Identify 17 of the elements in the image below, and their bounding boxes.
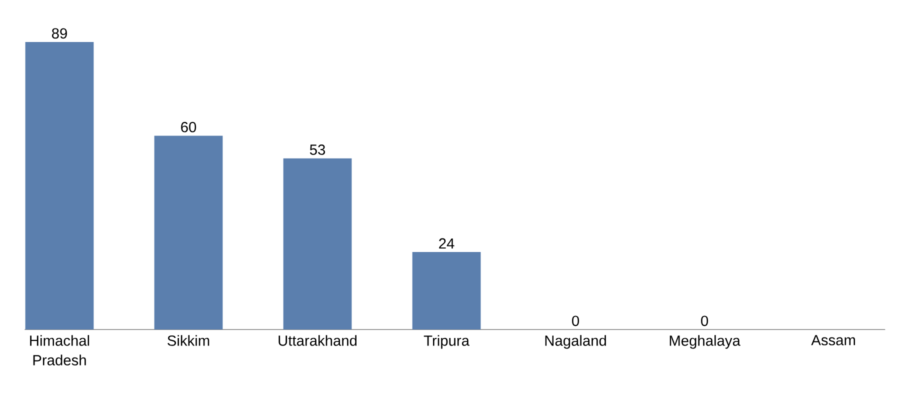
data-label: 89 <box>52 28 67 39</box>
data-label: 24 <box>439 238 454 249</box>
x-tick-label: Sikkim <box>168 335 210 346</box>
x-tick-label: Nagaland <box>545 335 606 349</box>
x-tick-label: Assam <box>811 335 855 346</box>
bar <box>412 252 481 330</box>
x-tick-label: Himachal Pradesh <box>30 335 90 366</box>
data-label: 0 <box>572 316 580 326</box>
x-tick-label: Tripura <box>424 335 470 349</box>
bar <box>154 136 223 330</box>
x-tick-label: Uttarakhand <box>278 335 357 346</box>
bar <box>25 42 94 330</box>
data-label: 53 <box>310 144 326 155</box>
data-label: 60 <box>181 122 196 132</box>
bar <box>283 158 352 330</box>
data-label: 0 <box>701 316 708 326</box>
x-tick-label: Meghalaya <box>670 335 740 349</box>
